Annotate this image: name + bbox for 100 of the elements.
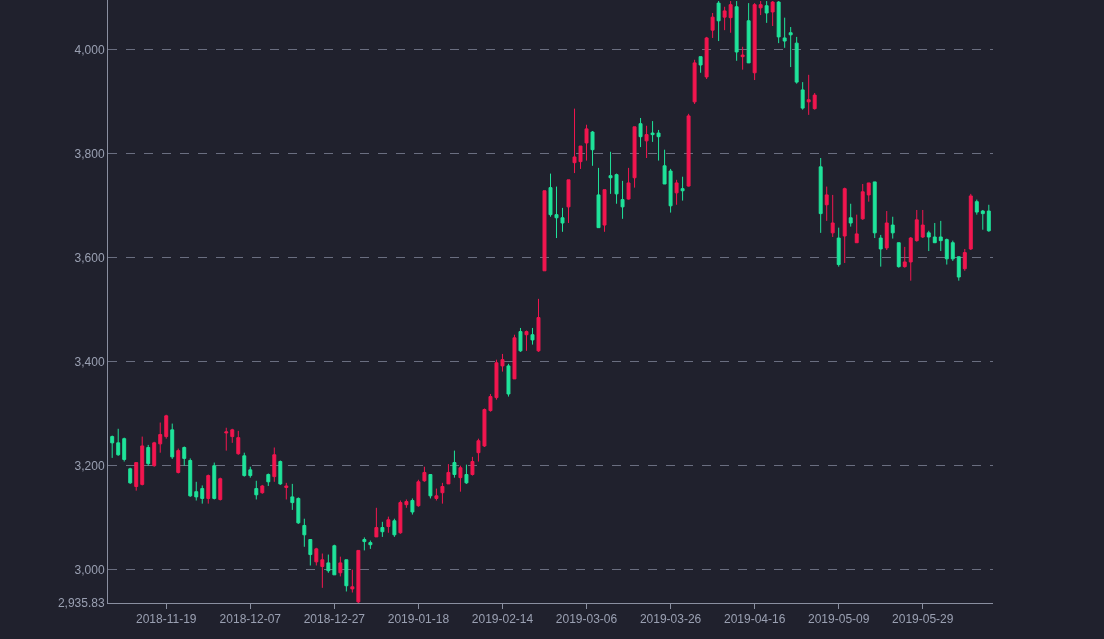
candlestick (902, 246, 907, 269)
candlestick (860, 183, 865, 221)
candlestick (320, 553, 325, 589)
candlestick (464, 464, 469, 485)
candlestick (758, 0, 763, 16)
candlestick (746, 2, 751, 64)
candlestick (878, 234, 883, 268)
candlestick (866, 182, 871, 203)
candlestick (236, 430, 241, 456)
candlestick (362, 536, 367, 551)
candlestick (782, 17, 787, 49)
candlestick (206, 474, 211, 505)
candlestick (380, 521, 385, 538)
candlestick (926, 230, 931, 252)
candlestick (542, 190, 547, 272)
candlestick (230, 428, 235, 444)
x-tick-label: 2018-11-19 (135, 612, 197, 627)
candlestick (152, 441, 157, 468)
candlestick (680, 176, 685, 202)
candlestick (290, 483, 295, 511)
candlestick (920, 209, 925, 239)
candlestick (590, 130, 595, 167)
candlestick (986, 204, 991, 233)
candlestick (884, 210, 889, 251)
candlestick (812, 92, 817, 111)
candlestick (452, 450, 457, 479)
candlestick (332, 544, 337, 576)
candlestick (836, 227, 841, 268)
candlestick (566, 179, 571, 224)
candlestick (122, 437, 127, 463)
candlestick (704, 36, 709, 80)
candlestick (434, 488, 439, 502)
y-tick-label: 4,000 (74, 43, 105, 58)
candlestick (908, 236, 913, 282)
candlestick (752, 2, 757, 81)
candlestick (272, 447, 277, 483)
candlestick (932, 222, 937, 244)
candlestick (800, 81, 805, 111)
candlestick (260, 484, 265, 495)
candlestick (638, 117, 643, 148)
candlestick (734, 0, 739, 62)
candlestick (584, 124, 589, 162)
candlestick (176, 448, 181, 474)
x-tick-label: 2019-02-14 (471, 612, 534, 627)
candlestick (440, 482, 445, 505)
candlestick (374, 507, 379, 538)
candlestick (788, 26, 793, 68)
candlestick (164, 414, 169, 440)
candlestick (224, 427, 229, 452)
candlestick (248, 466, 253, 479)
candlestick (764, 0, 769, 24)
candlestick (188, 457, 193, 498)
candlestick (422, 466, 427, 483)
candlestick (356, 549, 361, 603)
candlestick (116, 428, 121, 457)
candlestick (806, 74, 811, 116)
x-tick-label: 2019-04-16 (723, 612, 786, 627)
candlestick (524, 330, 529, 352)
candlestick (830, 194, 835, 238)
candlestick (872, 181, 877, 239)
candlestick (896, 242, 901, 269)
candlestick (698, 56, 703, 74)
candlestick (632, 126, 637, 189)
candlestick (626, 167, 631, 201)
candlestick (506, 363, 511, 398)
candlestick (386, 516, 391, 534)
x-tick-label: 2019-01-18 (387, 612, 450, 627)
candlestick (536, 298, 541, 353)
candlestick (770, 0, 775, 27)
candlestick (824, 186, 829, 222)
candlestick (128, 467, 133, 485)
y-tick-label: 3,000 (74, 562, 105, 577)
candlestick (716, 0, 721, 42)
candlestick (848, 203, 853, 228)
candlestick (980, 210, 985, 231)
candlestick (512, 334, 517, 380)
candlestick (110, 435, 115, 459)
candlestick (644, 125, 649, 159)
candlestick (458, 465, 463, 493)
y-tick-label: 3,800 (74, 147, 105, 162)
candlestick (470, 456, 475, 477)
y-tick-label: 3,600 (74, 251, 105, 265)
candlestick (890, 216, 895, 240)
candlestick (158, 422, 163, 454)
x-tick-label: 2018-12-07 (219, 612, 282, 627)
candlestick (446, 463, 451, 485)
candlestick (596, 167, 601, 229)
candlestick (278, 460, 283, 486)
candlestick (146, 444, 151, 467)
candlestick (200, 484, 205, 505)
candlestick (710, 12, 715, 39)
candlestick (416, 479, 421, 508)
candlestick (350, 569, 355, 594)
candlestick (674, 179, 679, 206)
candlestick (326, 554, 331, 574)
x-tick-label: 2018-12-27 (303, 612, 366, 627)
candlestick (722, 6, 727, 31)
candlestick (530, 327, 535, 346)
y-tick-label: 3,400 (74, 354, 105, 369)
candlestick (302, 518, 307, 548)
